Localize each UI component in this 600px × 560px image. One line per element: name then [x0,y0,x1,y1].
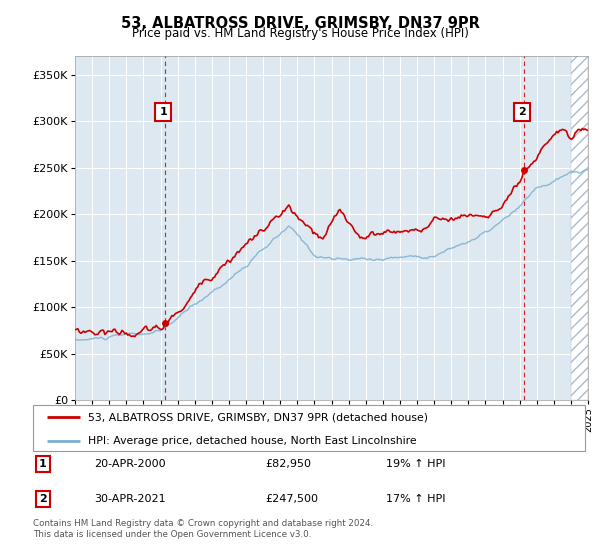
Point [519,166,529,175]
Text: 53, ALBATROSS DRIVE, GRIMSBY, DN37 9PR: 53, ALBATROSS DRIVE, GRIMSBY, DN37 9PR [121,16,479,31]
Text: £247,500: £247,500 [265,494,318,504]
Text: 1: 1 [159,107,167,117]
Text: 2: 2 [39,494,47,504]
Text: 30-APR-2021: 30-APR-2021 [94,494,166,504]
Text: 20-APR-2000: 20-APR-2000 [94,459,166,469]
Text: 53, ALBATROSS DRIVE, GRIMSBY, DN37 9PR (detached house): 53, ALBATROSS DRIVE, GRIMSBY, DN37 9PR (… [88,412,428,422]
Text: 19% ↑ HPI: 19% ↑ HPI [386,459,446,469]
Text: £82,950: £82,950 [265,459,311,469]
Point [160,319,170,328]
Text: 2: 2 [518,107,526,117]
Text: 17% ↑ HPI: 17% ↑ HPI [386,494,446,504]
Text: HPI: Average price, detached house, North East Lincolnshire: HPI: Average price, detached house, Nort… [88,436,417,446]
Bar [571,56,588,400]
Text: Price paid vs. HM Land Registry's House Price Index (HPI): Price paid vs. HM Land Registry's House … [131,27,469,40]
FancyBboxPatch shape [33,405,585,451]
Text: Contains HM Land Registry data © Crown copyright and database right 2024.
This d: Contains HM Land Registry data © Crown c… [33,519,373,539]
Text: 1: 1 [39,459,47,469]
